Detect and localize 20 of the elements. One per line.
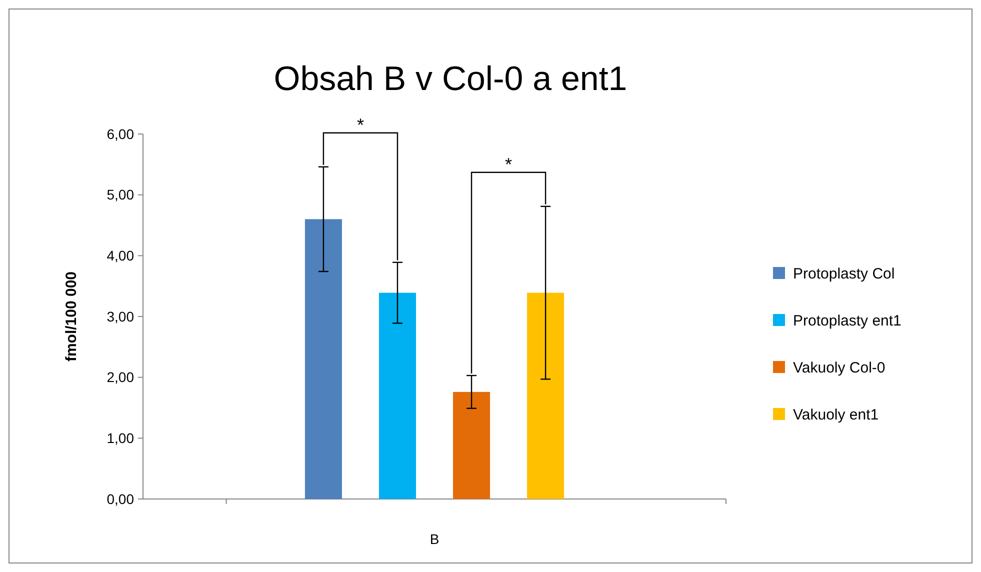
legend-label: Protoplasty Col	[793, 265, 895, 282]
y-tick-label: 4,00	[106, 248, 134, 264]
y-axis-title: fmol/100 000	[63, 271, 80, 362]
y-tick-label: 6,00	[106, 126, 134, 142]
legend-label: Vakuoly Col-0	[793, 359, 886, 376]
bar	[378, 292, 416, 499]
y-tick-label: 2,00	[106, 369, 134, 386]
y-tick-label: 1,00	[106, 430, 134, 446]
legend-label: Protoplasty ent1	[793, 312, 902, 330]
bar	[453, 392, 490, 499]
x-tick-label: B	[430, 531, 440, 547]
legend-label: Vakuoly ent1	[793, 406, 879, 424]
annotation: *	[505, 154, 512, 174]
y-tick-label: 5,00	[106, 186, 134, 203]
chart-title: Obsah B v Col-0 a ent1	[274, 60, 628, 98]
y-tick-label: 3,00	[106, 308, 134, 324]
y-tick-label: 0,00	[106, 490, 134, 507]
bar	[527, 292, 564, 499]
bar	[304, 219, 342, 499]
annotation: *	[356, 114, 364, 135]
